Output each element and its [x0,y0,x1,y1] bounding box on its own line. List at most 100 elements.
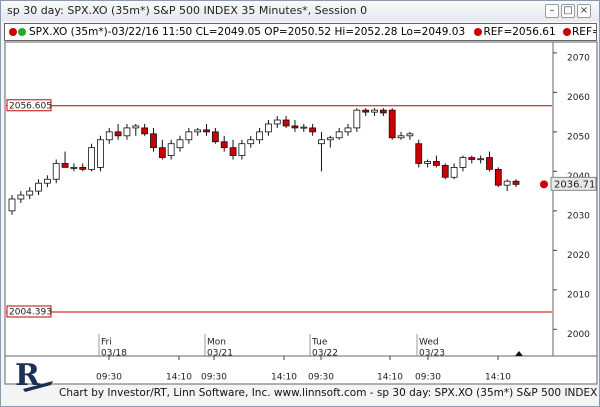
legend-dot [474,28,483,36]
candle-body [433,161,440,166]
candle-body [52,163,60,180]
footer: Chart by Investor/RT, Linn Software, Inc… [59,387,599,399]
day-label: Tue [311,338,328,348]
candle-body [229,147,237,156]
candle-body [468,157,476,160]
candle-body [132,125,140,129]
y-tick-label: 2030 [567,211,590,221]
day-label: Fri [101,338,112,348]
last-price-label: 2036.71 [554,179,595,190]
candle-body [486,157,493,170]
x-tick-label: 14:10 [377,373,403,383]
date-label: 03/18 [101,349,127,359]
legend-dot [563,28,572,36]
candle-body [406,133,414,137]
candle-body [220,141,228,149]
candle-body [79,167,87,170]
x-axis-area [4,355,598,385]
date-label: 03/21 [207,349,233,359]
candle-body [388,109,396,139]
x-tick-label: 09:30 [201,373,227,383]
candle-body [265,123,272,133]
restore-button[interactable]: □ [561,4,575,18]
y-tick-label: 2010 [567,290,590,300]
y-tick-label: 2070 [567,53,590,63]
minimize-button[interactable]: – [545,4,559,18]
y-axis-area [552,41,598,357]
x-tick-label: 14:10 [485,373,511,383]
window-title: sp 30 day: SPX.XO (35m*) S&P 500 INDEX 3… [7,4,368,17]
candle-body [176,139,184,149]
y-tick-label: 2020 [567,251,590,261]
candle-body [335,131,343,139]
logo-swoosh [23,381,53,392]
candle-body [371,109,378,113]
candle-body [238,143,246,156]
candle-body [17,194,25,200]
candle-body [318,139,325,145]
candle-body [203,129,210,133]
candle-body [441,165,449,178]
candle-body [167,143,175,156]
ref-label: 2004.393 [9,307,52,317]
candle-body [353,109,361,129]
candle-body [379,109,387,114]
legend-ref: REF=2004. [572,26,596,38]
ref-label: 2056.605 [9,101,52,111]
candle-body [70,167,78,169]
plot-area [4,41,554,357]
candle-body [35,182,42,192]
y-tick-label: 2000 [567,330,590,340]
candle-body [114,131,122,137]
close-button[interactable]: × [577,4,591,18]
candle-body [424,161,431,164]
candle-body [309,127,317,133]
candle-body [43,178,51,184]
x-tick-label: 09:30 [308,373,334,383]
last-price-box [550,176,597,191]
last-price-dot [540,180,548,189]
legend-main: SPX.XO (35m*)-03/22/16 11:50 CL=2049.05 … [29,26,466,38]
y-tick-label: 2050 [567,132,590,142]
x-tick-label: 09:30 [415,373,441,383]
candle-body [326,137,334,141]
candle-body [247,139,255,145]
candle-body [8,198,16,212]
candle-body [362,109,370,113]
legend-bar: SPX.XO (35m*)-03/22/16 11:50 CL=2049.05 … [4,23,597,41]
candle-body [477,158,485,161]
candle-body [105,131,113,141]
candle-body [459,157,467,168]
candle-body [150,133,157,149]
day-label: Wed [419,338,439,348]
y-tick-label: 2060 [567,93,590,103]
candle-body [415,143,423,164]
legend-dot [18,28,26,36]
candle-body [88,147,95,170]
title-bar: sp 30 day: SPX.XO (35m*) S&P 500 INDEX 3… [1,1,599,21]
candle-body [194,129,202,133]
x-tick-label: 14:10 [166,373,192,383]
candle-body [185,131,193,141]
candle-body [256,131,263,141]
candle-body [300,126,308,129]
date-label: 03/23 [419,349,445,359]
candle-body [450,167,458,178]
x-tick-label: 14:10 [271,373,297,383]
legend-ref: REF=2056.61 [483,26,556,38]
candle-body [397,135,405,139]
candle-body [273,119,281,125]
candle-body [344,127,352,133]
candle-body [291,125,299,129]
candle-body [61,163,69,168]
candle-body [211,131,219,143]
scroll-marker [515,351,523,356]
candle-body [97,139,104,168]
candle-body [141,127,149,135]
candle-body [26,190,34,196]
candle-body [123,127,131,137]
candle-body [158,147,166,158]
candle-body [512,180,520,185]
